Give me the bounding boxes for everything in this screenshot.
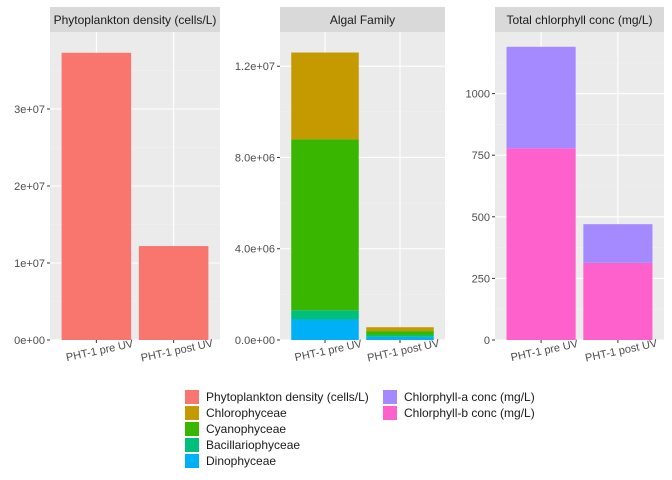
y-tick-label: 0.0e+00 <box>235 335 275 347</box>
legend-swatch <box>185 390 199 404</box>
y-tick-label: 4.0e+06 <box>235 244 275 256</box>
facet-strip <box>50 7 220 32</box>
legend-swatch <box>185 406 199 420</box>
facet-title: Algal Family <box>330 13 395 27</box>
y-tick-label: 250 <box>472 273 490 285</box>
bar-phytoplankton-density-cells-l-1 <box>61 52 132 340</box>
legend: Phytoplankton density (cells/L) Chlorophy… <box>185 390 535 468</box>
legend-item: Chlorphyll-a conc (mg/L) <box>383 390 535 404</box>
y-tick-label: 1000 <box>466 89 490 101</box>
legend-item: Chlorophyceae <box>185 406 287 420</box>
y-tick-label: 1e+07 <box>14 258 45 270</box>
legend-label: Chlorphyll-b conc (mg/L) <box>404 406 535 420</box>
legend-label: Bacillariophyceae <box>206 438 300 452</box>
legend-swatch <box>383 390 397 404</box>
bar-chlorphyll-b-conc-mg-l-1 <box>506 148 576 340</box>
legend-label: Cyanophyceae <box>206 422 286 436</box>
legend-item: Chlorphyll-b conc (mg/L) <box>383 406 535 420</box>
legend-label: Chlorphyll-a conc (mg/L) <box>404 390 535 404</box>
y-tick-label: 750 <box>472 150 490 162</box>
x-tick-label: PHT-1 pre UV <box>65 338 135 364</box>
y-tick-label: 2e+07 <box>14 181 45 193</box>
bar-chlorphyll-a-conc-mg-l-2 <box>583 224 653 263</box>
y-tick-label: 500 <box>472 212 490 224</box>
facet-panel-2: Algal Family 0.0e+00 4.0e+06 8.0e+06 1.2e+07… <box>235 7 445 365</box>
y-tick-label: 0 <box>484 335 490 347</box>
legend-label: Dinophyceae <box>206 454 276 468</box>
bar-cyanophyceae-1 <box>291 139 359 311</box>
facet-strip <box>280 7 445 32</box>
y-tick-label: 1.2e+07 <box>235 61 275 73</box>
legend-item: Dinophyceae <box>185 454 276 468</box>
bar-cyanophyceae-2 <box>366 331 434 335</box>
x-tick-label: PHT-1 pre UV <box>510 338 580 364</box>
x-tick-label: PHT-1 pre UV <box>294 338 364 364</box>
bar-dinophyceae-2 <box>366 336 434 340</box>
legend-swatch <box>185 454 199 468</box>
y-tick-label: 8.0e+06 <box>235 152 275 164</box>
y-tick-label: 3e+07 <box>14 104 45 116</box>
facet-panel-1: Phytoplankton density (cells/L) 0e+00 1e+0… <box>14 7 220 365</box>
facet-strip <box>495 7 664 32</box>
bar-chlorphyll-a-conc-mg-l-1 <box>506 46 576 149</box>
bar-bacillariophyceae-2 <box>366 334 434 337</box>
x-tick-label: PHT-1 post UV <box>366 337 441 364</box>
facet-title: Total chlorphyll conc (mg/L) <box>506 13 652 27</box>
x-tick-label: PHT-1 post UV <box>140 337 215 364</box>
legend-swatch <box>383 406 397 420</box>
legend-swatch <box>185 422 199 436</box>
x-tick-label: PHT-1 post UV <box>584 337 659 364</box>
bar-phytoplankton-density-cells-l-2 <box>138 246 209 340</box>
legend-label: Chlorophyceae <box>206 406 287 420</box>
legend-item: Cyanophyceae <box>185 422 286 436</box>
bar-chlorophyceae-2 <box>366 327 434 332</box>
bar-bacillariophyceae-1 <box>291 310 359 320</box>
bar-chlorophyceae-1 <box>291 52 359 140</box>
legend-item: Phytoplankton density (cells/L) <box>185 390 369 404</box>
bar-chlorphyll-b-conc-mg-l-2 <box>583 262 653 340</box>
facet-panel-3: Total chlorphyll conc (mg/L) 0 250 500 750 10… <box>466 7 664 365</box>
legend-swatch <box>185 438 199 452</box>
y-tick-label: 0e+00 <box>14 335 45 347</box>
bar-dinophyceae-1 <box>291 319 359 340</box>
legend-label: Phytoplankton density (cells/L) <box>206 390 369 404</box>
legend-item: Bacillariophyceae <box>185 438 300 452</box>
facet-title: Phytoplankton density (cells/L) <box>54 13 217 27</box>
